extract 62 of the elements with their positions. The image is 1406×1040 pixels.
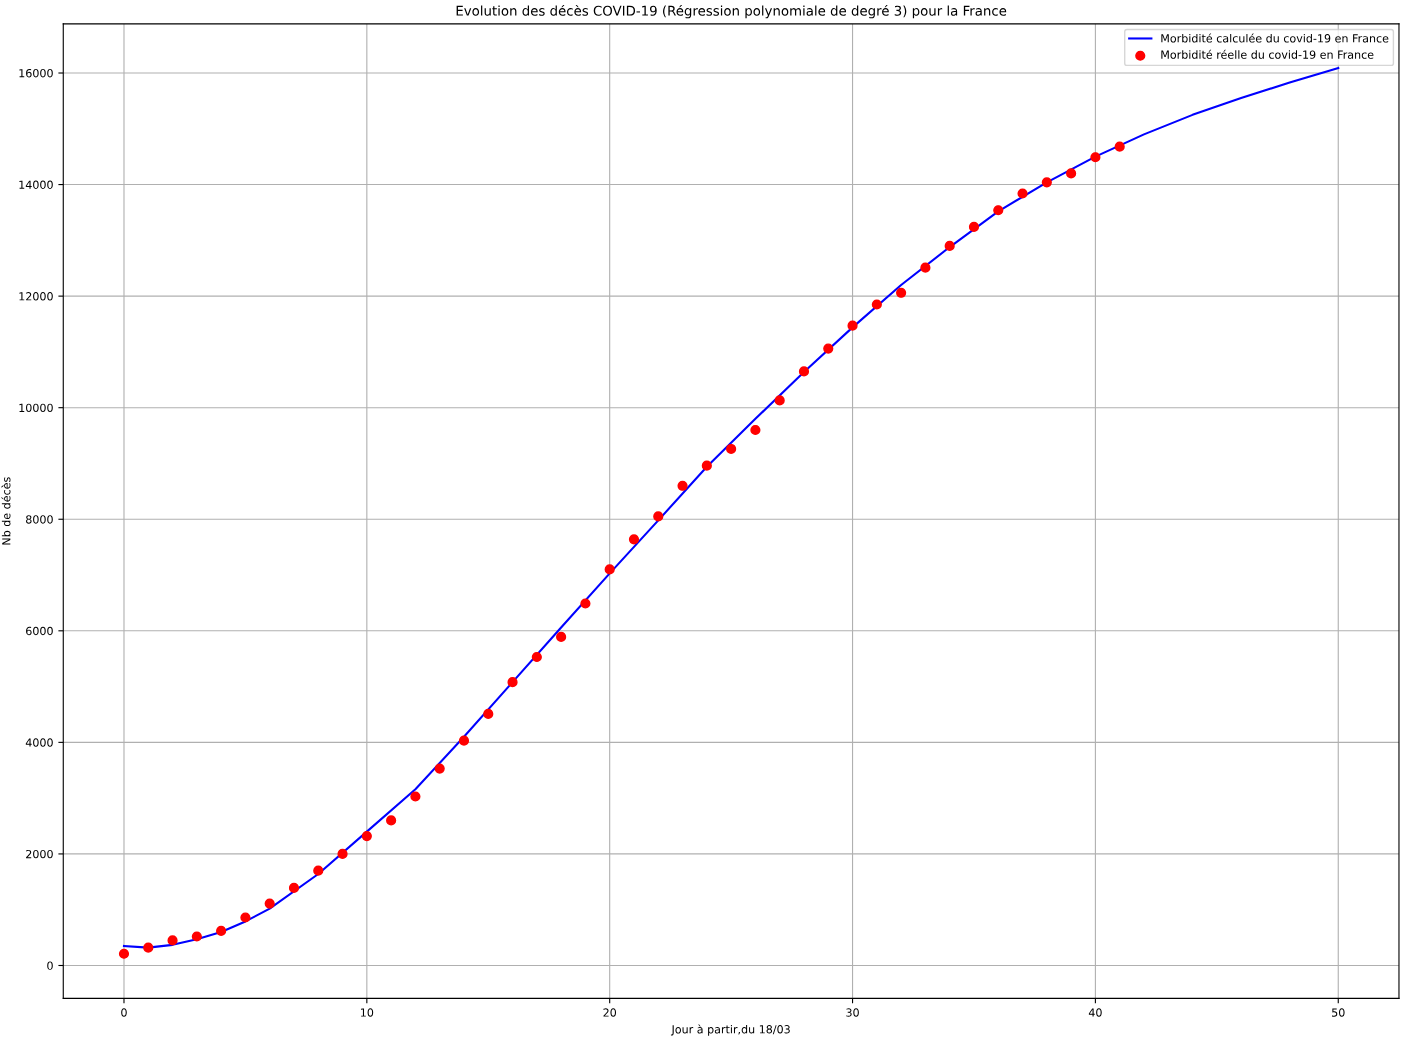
point [726, 443, 737, 455]
legend-label: Morbidité réelle du covid-19 en France [1161, 49, 1374, 59]
point [434, 763, 445, 774]
chart-title: Evolution des décès COVID-19 (Régression polynomiale de degré 3) pour la France [456, 4, 1007, 19]
y-axis-title: Nb de décès [1, 477, 11, 545]
y-tick-label: 0 [47, 961, 53, 970]
y-tick-label: 14000 [19, 180, 53, 189]
point [798, 366, 810, 377]
point [823, 343, 834, 354]
point [1090, 152, 1101, 163]
point [1114, 141, 1125, 152]
point [1041, 177, 1052, 188]
point [458, 735, 470, 746]
x-tick-label: 30 [846, 1008, 859, 1017]
point [1017, 188, 1028, 199]
point [604, 564, 615, 575]
point [337, 848, 348, 860]
point [191, 931, 202, 942]
point [677, 480, 688, 491]
y-tick-label: 6000 [26, 626, 53, 636]
point [143, 942, 154, 953]
y-tick-label: 2000 [26, 849, 53, 859]
point [774, 395, 785, 406]
point [653, 511, 664, 522]
point [1066, 168, 1077, 179]
y-tick-label: 8000 [26, 515, 53, 524]
point [313, 865, 324, 876]
point [968, 221, 980, 233]
x-tick-label: 50 [1332, 1008, 1345, 1017]
y-tick-label: 4000 [25, 738, 53, 747]
point [410, 791, 421, 802]
y-tick-label: 16000 [19, 68, 53, 78]
point [216, 925, 227, 936]
legend-label: Morbidité calculée du covid-19 en France [1161, 33, 1389, 43]
point [628, 534, 640, 545]
point [896, 287, 907, 298]
point [556, 631, 567, 643]
point [944, 240, 955, 252]
point [580, 598, 591, 609]
point [701, 460, 712, 471]
x-tick-label: 20 [603, 1008, 617, 1017]
point [167, 935, 178, 946]
point [264, 898, 275, 909]
point [920, 262, 931, 273]
point [871, 299, 882, 310]
point [240, 912, 251, 923]
x-tick-label: 40 [1088, 1008, 1102, 1017]
point [507, 677, 518, 688]
point [750, 424, 761, 436]
x-axis-title: Jour à partir,du 18/03 [670, 1024, 790, 1036]
x-tick-label: 0 [121, 1008, 127, 1017]
point [483, 708, 494, 720]
point [288, 882, 300, 894]
point [531, 651, 542, 663]
point [847, 320, 858, 331]
x-tick-label: 10 [360, 1008, 374, 1017]
point [361, 830, 372, 842]
y-tick-label: 12000 [19, 292, 53, 301]
point [993, 205, 1004, 216]
point [118, 948, 130, 959]
y-tick-label: 10000 [19, 403, 53, 413]
point [386, 815, 397, 826]
